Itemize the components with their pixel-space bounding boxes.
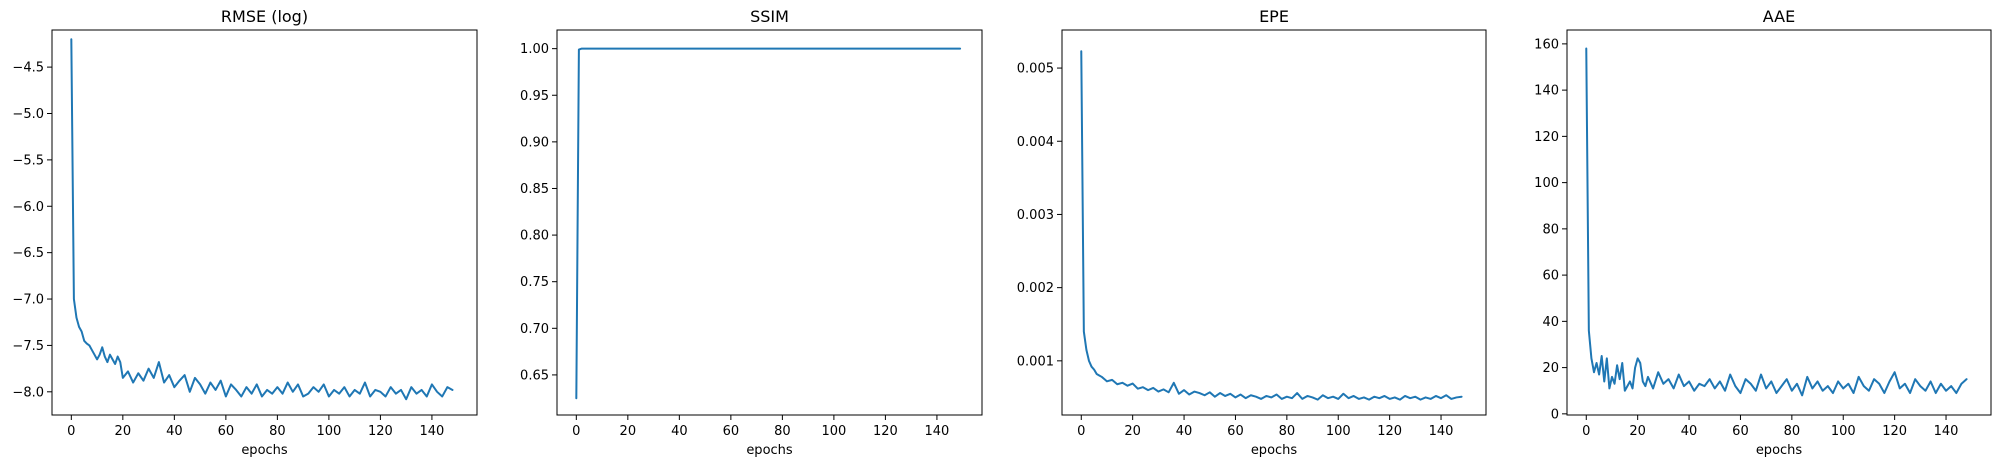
- x-axis-label: epochs: [746, 443, 793, 458]
- y-tick-label: 0.90: [520, 135, 549, 150]
- y-tick-label: −8.0: [12, 385, 44, 400]
- x-tick-label: 40: [166, 424, 183, 439]
- x-axis-label: epochs: [241, 443, 288, 458]
- axes-frame: [1061, 29, 1487, 416]
- y-tick-label: 0.65: [520, 368, 549, 383]
- y-tick-label: 100: [1534, 176, 1559, 191]
- x-tick-label: 0: [572, 424, 580, 439]
- y-tick-label: −6.0: [12, 200, 44, 215]
- y-tick-label: −6.5: [12, 246, 44, 261]
- x-tick-label: 100: [1326, 424, 1351, 439]
- y-tick-label: 60: [1542, 269, 1559, 284]
- x-tick-label: 100: [316, 424, 341, 439]
- x-tick-label: 20: [1124, 424, 1141, 439]
- chart-panel-3: 0 20 40 60 80 100 120 140 0.001 0.002 0.003 0.004 0.…: [1017, 7, 1487, 458]
- y-tick-label: 80: [1542, 222, 1559, 237]
- y-tick-label: 20: [1542, 361, 1559, 376]
- y-tick-label: 0.001: [1017, 354, 1054, 369]
- x-tick-label: 20: [1629, 424, 1646, 439]
- x-tick-label: 60: [1732, 424, 1749, 439]
- y-tick-label: 160: [1534, 37, 1559, 52]
- y-tick-label: 0.004: [1017, 135, 1054, 150]
- x-tick-label: 140: [1934, 424, 1959, 439]
- x-tick-label: 0: [1077, 424, 1085, 439]
- x-tick-label: 80: [269, 424, 286, 439]
- series-line-1: [70, 38, 454, 401]
- x-tick-label: 80: [1279, 424, 1296, 439]
- y-tick-label: 0.002: [1017, 281, 1054, 296]
- chart-title: EPE: [1259, 7, 1289, 26]
- y-tick-label: 1.00: [520, 42, 549, 57]
- y-tick-label: 0.70: [520, 322, 549, 337]
- x-tick-label: 80: [1784, 424, 1801, 439]
- y-tick-label: 140: [1534, 84, 1559, 99]
- y-tick-label: 0: [1551, 407, 1559, 422]
- y-tick-label: 0.75: [520, 275, 549, 290]
- x-tick-label: 0: [67, 424, 75, 439]
- y-tick-label: −7.5: [12, 339, 44, 354]
- chart-title: RMSE (log): [221, 7, 308, 26]
- x-tick-label: 100: [821, 424, 846, 439]
- x-tick-label: 60: [1227, 424, 1244, 439]
- series-line-1: [1585, 47, 1968, 397]
- y-tick-label: 0.80: [520, 229, 549, 244]
- x-tick-label: 120: [1882, 424, 1907, 439]
- x-tick-label: 120: [368, 424, 393, 439]
- x-tick-label: 40: [1681, 424, 1698, 439]
- y-tick-label: −7.0: [12, 293, 44, 308]
- chart-title: SSIM: [750, 7, 789, 26]
- x-tick-label: 80: [774, 424, 791, 439]
- series-line-1: [1080, 50, 1463, 401]
- chart-panel-1: 0 20 40 60 80 100 120 140 −8.0 −7.5 −7.0 −6.5 −6.0 −5…: [12, 7, 478, 458]
- x-tick-label: 140: [925, 424, 950, 439]
- y-tick-label: 0.003: [1017, 208, 1054, 223]
- x-tick-label: 40: [1176, 424, 1193, 439]
- x-tick-label: 120: [873, 424, 898, 439]
- y-tick-label: −4.5: [12, 61, 44, 76]
- y-tick-label: 0.85: [520, 182, 549, 197]
- x-tick-label: 120: [1377, 424, 1402, 439]
- x-tick-label: 60: [218, 424, 235, 439]
- chart-title: AAE: [1763, 7, 1795, 26]
- y-tick-label: 40: [1542, 315, 1559, 330]
- x-tick-label: 40: [671, 424, 688, 439]
- x-tick-label: 140: [420, 424, 445, 439]
- series-line-1: [575, 47, 962, 400]
- x-tick-label: 0: [1582, 424, 1590, 439]
- y-tick-label: 0.005: [1017, 62, 1054, 77]
- x-tick-label: 20: [620, 424, 637, 439]
- y-tick-label: 0.95: [520, 89, 549, 104]
- axes-frame: [556, 29, 983, 416]
- x-tick-label: 140: [1429, 424, 1454, 439]
- x-axis-label: epochs: [1756, 443, 1803, 458]
- axes-frame: [51, 29, 478, 416]
- x-tick-label: 60: [723, 424, 740, 439]
- x-tick-label: 20: [115, 424, 132, 439]
- y-tick-label: −5.5: [12, 153, 44, 168]
- chart-panel-2: 0 20 40 60 80 100 120 140 0.65 0.70 0.75 0.80 0.85 0.…: [520, 7, 983, 458]
- chart-panel-4: 0 20 40 60 80 100 120 140 0 20 40 60 80 100 120 140 160 A…: [1534, 7, 1992, 458]
- x-tick-label: 100: [1831, 424, 1856, 439]
- axes-frame: [1566, 29, 1992, 416]
- x-axis-label: epochs: [1251, 443, 1298, 458]
- y-tick-label: −5.0: [12, 107, 44, 122]
- y-tick-label: 120: [1534, 130, 1559, 145]
